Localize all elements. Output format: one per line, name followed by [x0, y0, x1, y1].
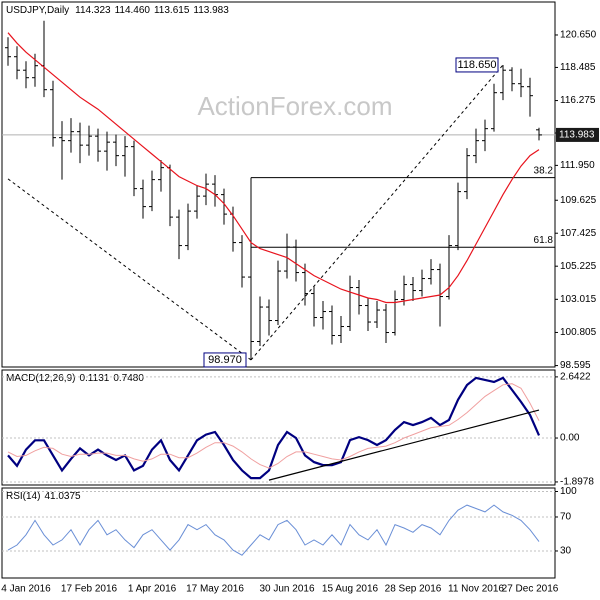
macd-panel	[1, 369, 556, 486]
open-label: 114.323	[75, 5, 111, 16]
moving-average	[7, 32, 540, 304]
y-tick-label: 105.225	[560, 261, 597, 272]
y-tick-label: 30	[560, 546, 572, 557]
y-tick-label: 2.6422	[560, 372, 591, 383]
y-tick-label: 70	[560, 512, 572, 523]
signal-value: 0.7480	[113, 373, 144, 384]
trendline	[268, 409, 540, 481]
watermark: ActionForex.com	[197, 91, 392, 121]
rsi-panel	[1, 487, 556, 579]
symbol: USDJPY,Daily	[6, 5, 69, 16]
fib-label: 61.8	[534, 235, 554, 246]
y-tick-label: 98.595	[560, 360, 591, 371]
rsi-value: 41.0375	[44, 491, 81, 502]
annotation-box	[455, 57, 499, 73]
annotation: 98.970	[203, 352, 247, 368]
x-tick-label: 30 Jun 2016	[259, 584, 314, 595]
annotation-label: 118.650	[458, 59, 497, 71]
y-tick-label: 103.015	[560, 294, 597, 305]
x-tick-label: 27 Dec 2016	[502, 584, 559, 595]
y-tick-label: 0.00	[560, 433, 580, 444]
macd-value: 0.1131	[79, 373, 109, 384]
annotation: 118.650	[455, 57, 499, 73]
fib-label: 38.2	[534, 165, 554, 176]
price-panel	[1, 1, 556, 368]
signal-line	[7, 383, 540, 469]
macd-line	[7, 376, 541, 480]
close-label: 113.983	[193, 5, 229, 16]
x-tick-label: 15 Aug 2016	[322, 584, 379, 595]
high-label: 114.460	[115, 5, 151, 16]
y-tick-label: 111.950	[560, 160, 595, 171]
rsi-title: RSI(14)	[6, 491, 40, 502]
price-box	[556, 127, 599, 142]
y-tick-label: 100.805	[560, 327, 597, 338]
x-tick-label: 17 May 2016	[186, 584, 244, 595]
x-tick-label: 28 Sep 2016	[385, 584, 442, 595]
x-tick-label: 17 Feb 2016	[61, 584, 118, 595]
y-tick-label: 120.650	[560, 30, 597, 41]
price-header: USDJPY,Daily 114.323 114.460 113.615 113.983	[6, 5, 229, 16]
price-box-label: 113.983	[559, 130, 595, 141]
macd-title: MACD(12,26,9)	[6, 373, 75, 384]
y-tick-label: 100	[560, 486, 577, 497]
y-tick-label: 116.275	[560, 95, 596, 106]
annotation-label: 98.970	[208, 354, 242, 366]
rsi-header: RSI(14) 41.0375	[6, 491, 81, 502]
macd-header: MACD(12,26,9) 0.1131 0.7480	[6, 373, 144, 384]
y-tick-label: 107.425	[560, 228, 597, 239]
x-tick-label: 1 Apr 2016	[128, 584, 177, 595]
trendline	[7, 178, 252, 361]
y-tick-label: 109.625	[560, 195, 597, 206]
y-tick-label: -1.8978	[560, 477, 594, 488]
low-label: 113.615	[154, 5, 190, 16]
annotation-box	[203, 352, 247, 368]
x-tick-label: 4 Jan 2016	[1, 584, 51, 595]
rsi-line	[7, 504, 540, 556]
y-tick-label: 118.485	[560, 62, 596, 73]
x-tick-label: 11 Nov 2016	[448, 584, 504, 595]
trendline	[250, 64, 504, 361]
